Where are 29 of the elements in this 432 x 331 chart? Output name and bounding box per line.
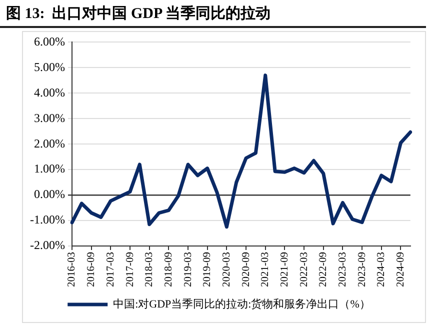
x-tick-label: 2019-03	[182, 252, 194, 288]
x-tick-label: 2022-03	[298, 252, 310, 288]
x-tick-label: 2023-03	[337, 252, 348, 288]
y-tick-label: 5.00%	[34, 60, 65, 74]
x-tick-label: 2024-03	[376, 252, 388, 288]
y-tick-label: 0.00%	[34, 187, 65, 202]
x-tick-label: 2020-03	[221, 252, 232, 288]
y-tick-label: 1.00%	[34, 162, 65, 176]
y-tick-label: 4.00%	[34, 85, 65, 100]
y-tick-label: 3.00%	[34, 110, 65, 125]
y-tick-label: -1.00%	[30, 212, 65, 227]
x-tick-label: 2017-03	[105, 252, 116, 288]
x-tick-label: 2021-09	[279, 252, 290, 288]
x-tick-label: 2019-09	[202, 252, 214, 288]
y-tick-label: 6.00%	[34, 34, 65, 48]
legend-label: 中国:对GDP当季同比的拉动:货物和服务净出口（%）	[113, 297, 370, 310]
x-tick-label: 2018-03	[144, 252, 156, 288]
x-tick-label: 2018-09	[163, 252, 174, 288]
x-tick-label: 2021-03	[260, 252, 272, 288]
x-tick-label: 2020-09	[240, 252, 252, 288]
x-tick-label: 2017-09	[124, 252, 136, 288]
y-tick-label: 2.00%	[34, 136, 65, 150]
chart-title: 图 13: 出口对中国 GDP 当季同比的拉动	[0, 0, 426, 28]
y-tick-label: -2.00%	[30, 238, 65, 252]
x-tick-label: 2016-09	[86, 252, 98, 288]
x-tick-label: 2016-03	[66, 252, 78, 288]
x-tick-label: 2023-09	[356, 252, 368, 288]
x-tick-label: 2022-09	[318, 252, 330, 288]
x-tick-label: 2024-09	[395, 252, 406, 288]
